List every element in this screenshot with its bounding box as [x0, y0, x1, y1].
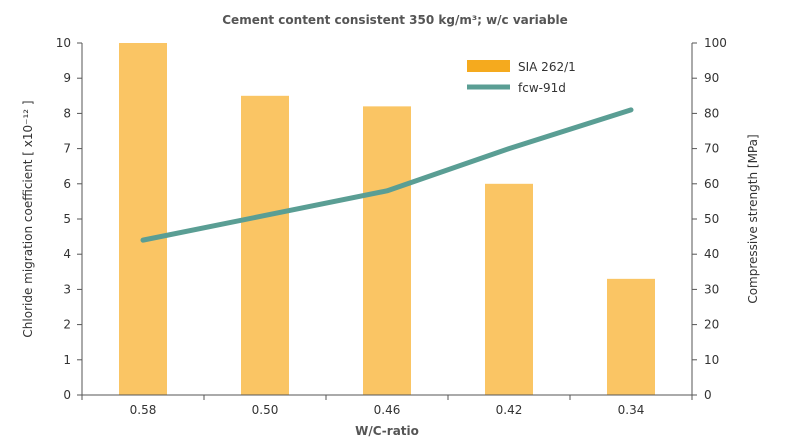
y-tick-label-left-7: 7: [63, 142, 71, 156]
x-tick-label-3: 0.42: [496, 403, 523, 417]
y-axis-left-label: Chloride migration coefficient [ x10⁻¹² …: [21, 100, 35, 337]
y-tick-label-right-2: 20: [704, 318, 719, 332]
bars-layer: [119, 43, 655, 396]
series-line-fcw-91d: [140, 107, 634, 243]
y-axis-right-label: Compressive strength [MPa]: [746, 134, 760, 303]
y-tick-label-left-0: 0: [63, 388, 71, 402]
chart-title: Cement content consistent 350 kg/m³; w/c…: [222, 13, 567, 27]
y-tick-label-left-5: 5: [63, 212, 71, 226]
x-axis-label: W/C-ratio: [355, 424, 419, 438]
x-tick-label-1: 0.50: [252, 403, 279, 417]
y-tick-label-right-7: 70: [704, 142, 719, 156]
y-ticks-left: 0 1 2 3 4 5 6 7 8 9 10: [56, 36, 82, 402]
y-tick-label-right-4: 40: [704, 247, 719, 261]
y-tick-label-left-10: 10: [56, 36, 71, 50]
y-tick-label-right-10: 100: [704, 36, 727, 50]
y-tick-label-right-3: 30: [704, 282, 719, 296]
bar-3: [485, 183, 533, 395]
legend-swatch-sia-262-1: [467, 60, 510, 72]
y-tick-label-right-1: 10: [704, 353, 719, 367]
y-tick-label-right-0: 0: [704, 388, 712, 402]
bar-2: [363, 106, 411, 396]
y-tick-label-left-4: 4: [63, 247, 71, 261]
y-tick-label-right-9: 90: [704, 71, 719, 85]
y-tick-label-left-9: 9: [63, 71, 71, 85]
x-ticks: 0.58 0.50 0.46 0.42 0.34: [81, 395, 693, 417]
x-tick-label-0: 0.58: [130, 403, 157, 417]
x-tick-label-4: 0.34: [618, 403, 645, 417]
bar-0: [119, 43, 167, 395]
legend: SIA 262/1 fcw-91d: [467, 60, 576, 95]
y-tick-label-left-1: 1: [63, 353, 71, 367]
legend-label-sia-262-1: SIA 262/1: [518, 60, 576, 74]
y-tick-label-right-5: 50: [704, 212, 719, 226]
bar-1: [241, 95, 289, 396]
bar-4: [607, 278, 655, 395]
y-tick-label-left-8: 8: [63, 106, 71, 120]
y-tick-label-left-2: 2: [63, 318, 71, 332]
y-tick-label-left-3: 3: [63, 282, 71, 296]
legend-label-fcw-91d: fcw-91d: [518, 81, 566, 95]
y-tick-label-right-6: 60: [704, 177, 719, 191]
x-tick-label-2: 0.46: [374, 403, 401, 417]
y-tick-label-right-8: 80: [704, 106, 719, 120]
y-tick-label-left-6: 6: [63, 177, 71, 191]
y-ticks-right: 0 10 20 30 40 50 60 70 80 90 100: [692, 36, 727, 402]
